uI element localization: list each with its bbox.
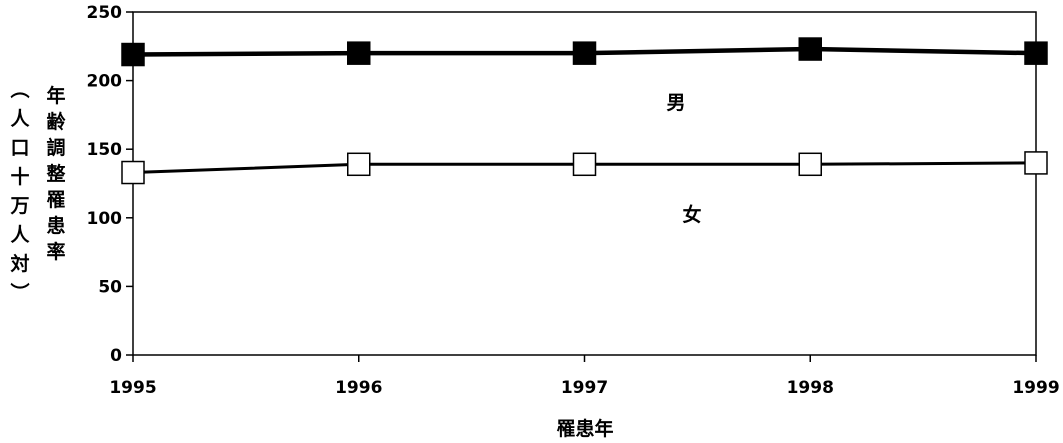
- y-axis-ticks: 0 50 100 150 200 250: [87, 3, 133, 366]
- y-tick-label: 50: [98, 277, 122, 297]
- data-point: [798, 152, 822, 177]
- data-point: [121, 160, 145, 185]
- series-label-female: 女: [682, 203, 701, 226]
- data-point: [798, 37, 822, 61]
- y-axis-subtitle-char: 人: [10, 108, 30, 130]
- y-tick-label: 0: [110, 346, 122, 366]
- data-point: [1024, 151, 1048, 175]
- y-axis-subtitle-char: 対: [9, 252, 29, 275]
- y-axis-subtitle-char: 口: [10, 137, 29, 159]
- x-axis-ticks: 1995 1996 1997 1998 1999: [109, 355, 1060, 398]
- data-point: [572, 41, 597, 65]
- data-point: [121, 42, 145, 67]
- data-point: [347, 152, 371, 177]
- y-axis-title-char: 整: [46, 162, 65, 185]
- y-tick-label: 250: [87, 3, 123, 23]
- data-point: [1024, 41, 1048, 65]
- y-axis-subtitle-char: 人: [10, 224, 30, 246]
- x-axis-title: 罹患年: [556, 417, 613, 440]
- y-axis-title-char: 年: [46, 84, 65, 107]
- x-tick-label: 1999: [1012, 378, 1059, 398]
- y-tick-label: 100: [87, 209, 123, 229]
- x-tick-label: 1996: [335, 378, 382, 398]
- y-tick-label: 150: [87, 140, 123, 160]
- series-label-male: 男: [666, 92, 685, 114]
- series-layer: [121, 37, 1048, 185]
- data-point: [572, 152, 597, 177]
- y-axis-title-char: 患: [46, 214, 65, 237]
- y-axis-subtitle-char: ）: [8, 282, 31, 301]
- x-tick-label: 1997: [561, 378, 608, 398]
- y-axis-subtitle-char: 十: [10, 165, 29, 188]
- x-tick-label: 1995: [109, 378, 156, 398]
- y-axis-subtitle-char: 万: [9, 195, 29, 217]
- y-axis-title-char: 率: [46, 240, 65, 263]
- data-point: [347, 41, 371, 65]
- y-axis-title-char: 齢: [46, 110, 66, 133]
- y-axis-title-char: 調: [46, 136, 65, 159]
- y-tick-label: 200: [87, 72, 123, 92]
- x-tick-label: 1998: [787, 378, 834, 398]
- y-axis-title-char: 罹: [46, 189, 65, 211]
- y-axis-subtitle-char: （: [8, 79, 31, 98]
